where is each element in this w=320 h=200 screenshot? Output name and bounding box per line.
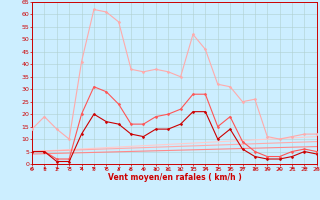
X-axis label: Vent moyen/en rafales ( km/h ): Vent moyen/en rafales ( km/h ) <box>108 173 241 182</box>
